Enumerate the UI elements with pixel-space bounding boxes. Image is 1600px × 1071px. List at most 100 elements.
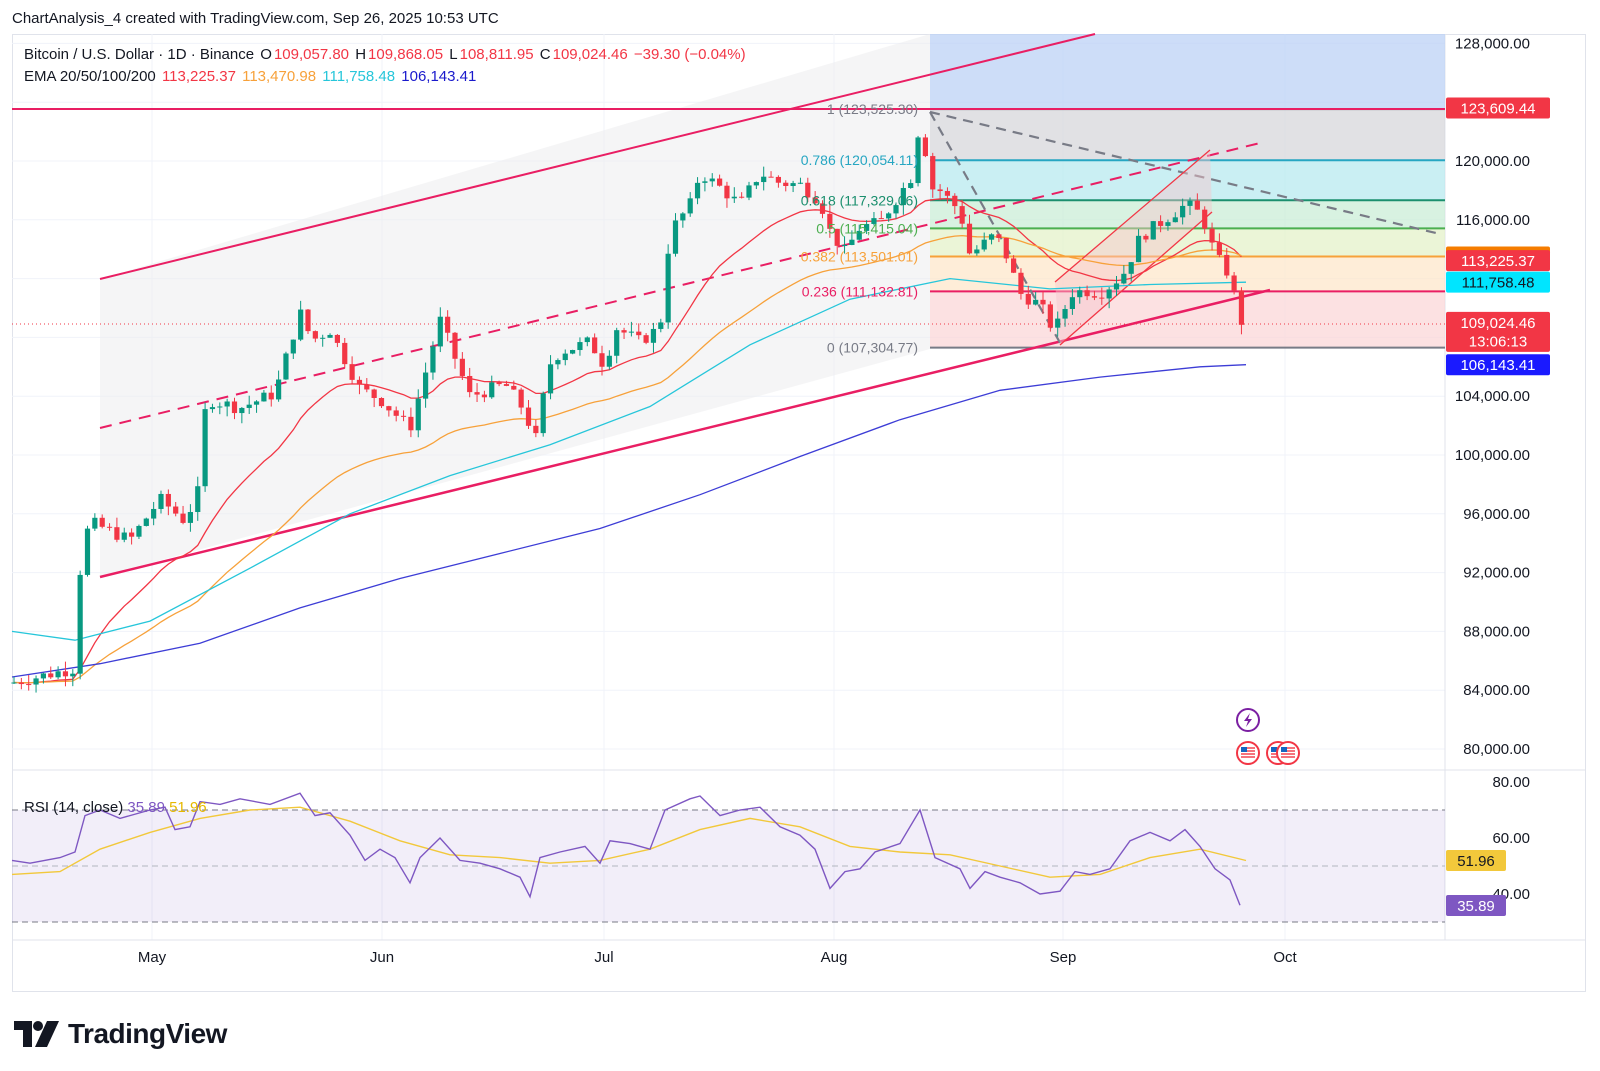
candle-body [187,512,193,523]
change-value: −39.30 (−0.04%) [633,46,746,63]
candle-body [672,220,679,254]
candle-body [1025,293,1031,305]
candle-body [33,678,39,685]
rsi-label[interactable]: RSI (14, close) [24,799,124,816]
candle-body [437,316,443,347]
candle-body [467,375,473,393]
candle-body [731,196,737,199]
candle-body [937,189,943,192]
channel-upper-line [99,33,1096,280]
candle-body [974,249,980,254]
price-tag-box [1446,311,1550,352]
candle-body [202,409,208,487]
candle-body [841,244,848,246]
candle-body [430,346,436,373]
candle-body [143,518,149,526]
candle-body [886,213,892,219]
candle-body [481,394,487,398]
candle-body [106,526,113,528]
candle-body [966,223,973,254]
candle-body [84,528,91,575]
candle-body [114,527,120,540]
candle-body [121,532,127,540]
candle-body [753,182,759,186]
candle-body [342,342,348,365]
y-tick-label: 116,000.00 [1456,212,1530,229]
candle-body [547,364,554,394]
candle-body [761,176,767,183]
candle-body [1180,205,1186,218]
candle-body [1128,262,1134,274]
candle-body [944,191,951,196]
ema200-line [11,364,1247,678]
candle-body [533,425,539,434]
x-tick-label: Aug [821,949,848,966]
candle-body [1055,318,1061,328]
wedge-lower-line [1059,211,1213,346]
candle-body [334,334,340,343]
candle-body [1084,290,1090,297]
y-tick-label: 84,000.00 [1463,682,1530,699]
y-tick-label: 104,000.00 [1455,388,1530,405]
candle-body [1150,221,1156,240]
price-tag: 123,609.44 [1446,97,1550,119]
candle-body [496,382,502,385]
candle-body [856,230,862,240]
candle-body [922,137,928,157]
candle-body [129,532,135,537]
candle-body [805,182,811,198]
candle-body [739,196,745,198]
candle-body [650,328,657,343]
fib-zone [930,109,1445,161]
price-tag-countdown: 13:06:13 [1469,333,1527,350]
rsi-tick-label: 80.00 [1492,774,1530,791]
tradingview-logo[interactable]: TradingView [14,1018,227,1050]
candle-body [606,355,612,367]
candle-body [643,335,649,343]
symbol-title[interactable]: Bitcoin / U.S. Dollar · 1D · Binance [24,46,255,63]
x-tick-label: Sep [1050,949,1077,966]
fib-labels: 1 (123,525.30) 0.786 (120,054.11) 0.618 (1… [801,101,918,355]
candle-body [871,218,877,224]
tradingview-logo-icon [14,1021,59,1047]
fib-level-label: 1 (123,525.30) [827,101,918,117]
ema-label[interactable]: EMA 20/50/100/200 [24,68,156,85]
x-tick-label: May [138,949,167,966]
candle-body [702,181,708,183]
y-tick-label: 92,000.00 [1463,565,1530,582]
candle-body [709,178,715,182]
candle-body [283,353,289,380]
chart-frame [12,34,1586,992]
candle-body [55,671,61,678]
candle-body [981,239,987,250]
candle-body [614,330,620,356]
candle-body [783,182,789,187]
candle-body [1194,200,1200,210]
candle-body [393,410,399,416]
candle-body [1069,297,1075,309]
candle-body [746,185,752,198]
candle-body [224,401,230,407]
low-value: 108,811.95 [459,46,534,63]
y-tick-label: 128,000.00 [1455,35,1530,52]
candle-body [636,331,642,336]
candle-body [1077,290,1083,298]
candle-body [298,309,304,340]
candle-body [77,574,83,674]
ema200-value: 106,143.41 [401,68,477,85]
candle-body [952,195,958,207]
candle-body [231,401,238,414]
ema20-value: 113,225.37 [161,68,236,85]
wedge-upper-line [1054,149,1211,283]
candle-body [503,384,510,386]
candle-body [570,350,576,354]
price-tag-text: 106,143.41 [1460,357,1535,374]
candle-body [518,389,524,408]
candle-body [511,385,517,390]
candle-body [562,353,568,361]
price-tag-box [1446,271,1550,293]
candle-body [900,187,906,206]
flag-canton [1271,747,1277,752]
